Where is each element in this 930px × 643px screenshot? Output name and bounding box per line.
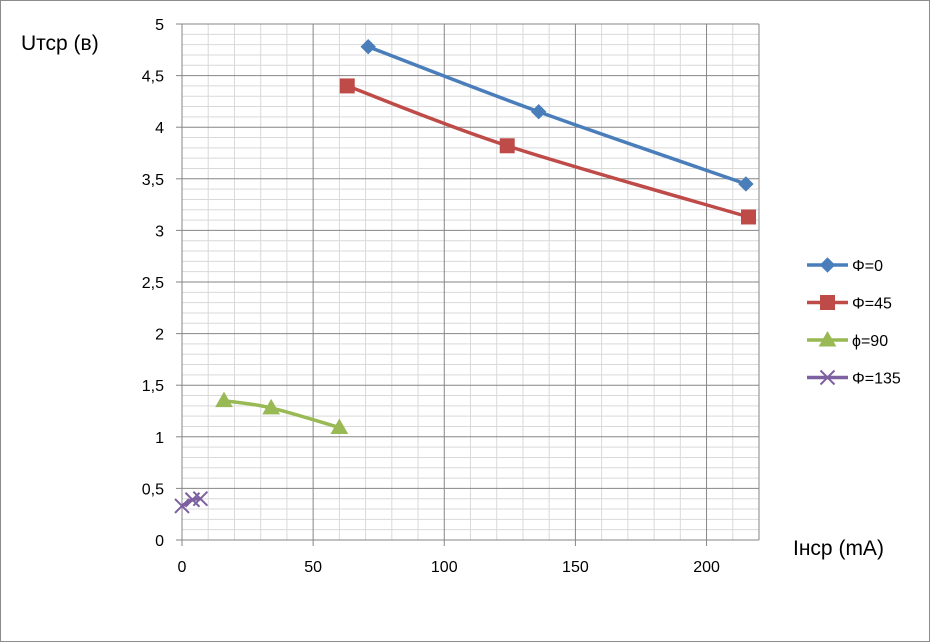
y-tick-label: 0	[155, 533, 164, 550]
series-2	[215, 391, 349, 435]
data-point	[360, 38, 376, 55]
legend-marker	[820, 295, 835, 310]
data-point	[499, 138, 515, 154]
y-tick-label: 1	[155, 430, 164, 447]
x-axis-title: Iнср (mA)	[793, 537, 884, 560]
legend-item-2: ϕ=90	[807, 330, 888, 350]
legend-item-3: Φ=135	[807, 369, 901, 388]
series-0	[360, 38, 754, 192]
grid	[181, 23, 760, 541]
legend-item-1: Φ=45	[807, 295, 892, 313]
series-3	[174, 491, 209, 514]
data-point	[192, 491, 209, 507]
series-line	[223, 398, 340, 430]
data-point	[262, 398, 281, 415]
data-point	[339, 78, 355, 94]
series-lines	[174, 38, 757, 514]
x-tick-label: 200	[693, 559, 720, 576]
data-point	[530, 104, 547, 120]
y-tick-label: 3,5	[142, 172, 164, 189]
series-1	[339, 78, 757, 225]
axes	[176, 23, 759, 546]
y-tick-label: 4,5	[142, 69, 164, 86]
legend-marker	[819, 369, 836, 386]
legend-marker	[818, 330, 837, 347]
y-tick-label: 1,5	[142, 378, 164, 395]
data-point	[330, 418, 349, 435]
legend-label: Φ=135	[852, 371, 901, 388]
y-tick-label: 3	[155, 223, 164, 240]
legend-marker	[819, 257, 836, 273]
data-point	[738, 176, 754, 192]
y-tick-label: 2,5	[142, 275, 164, 292]
data-point	[174, 498, 190, 514]
y-axis-title: Uтср (в)	[21, 32, 99, 55]
legend-item-0: Φ=0	[807, 257, 883, 275]
data-point	[741, 209, 757, 225]
series-line	[346, 84, 750, 219]
marker-stroke	[174, 498, 190, 514]
x-tick-label: 100	[431, 559, 458, 576]
x-tick-label: 150	[562, 559, 589, 576]
legend: Φ=0 Φ=45 ϕ=90 Φ=135	[807, 257, 901, 388]
y-tick-label: 4	[155, 120, 164, 137]
marker-stroke	[192, 491, 209, 507]
legend-label: ϕ=90	[852, 333, 888, 350]
x-tick-label: 50	[304, 559, 322, 576]
y-tick-label: 0,5	[142, 481, 164, 498]
tick-labels: 00,511,522,533,544,550 50 100 150 200	[142, 17, 720, 576]
marker-stroke	[819, 369, 836, 386]
legend-label: Φ=0	[852, 258, 883, 275]
legend-label: Φ=45	[852, 296, 892, 313]
data-point	[215, 391, 233, 408]
x-tick-label: 0	[178, 559, 187, 576]
y-tick-label: 5	[155, 17, 164, 34]
y-tick-label: 2	[155, 327, 164, 344]
